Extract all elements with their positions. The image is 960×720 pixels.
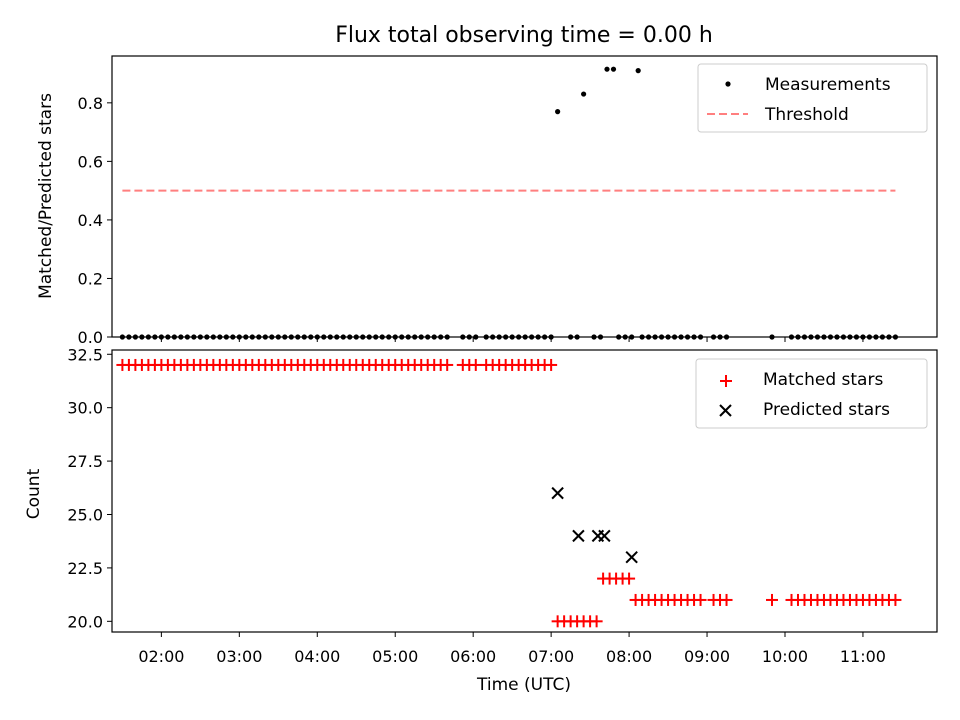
count-x-tick-label: 09:00	[684, 647, 730, 666]
count-panel: 20.0 22.5 25.0 27.5 30.0 32.5 02:00 03:00 04:00…	[24, 345, 938, 695]
matched-stars-point	[720, 593, 733, 606]
ratio-legend-box	[697, 63, 928, 133]
count-y-tick-label: 22.5	[67, 559, 103, 578]
count-x-tick-label: 04:00	[294, 647, 340, 666]
chart-title: Flux total observing time = 0.00 h	[335, 23, 713, 48]
count-x-tick-label: 05:00	[372, 647, 418, 666]
predicted-legend-label: Predicted stars	[763, 400, 890, 420]
ratio-panel: 0.00.20.40.60.8 Matched/Predicted stars …	[36, 55, 938, 347]
count-y-tick-label: 20.0	[67, 612, 103, 631]
count-y-tick-label: 27.5	[67, 452, 103, 471]
count-y-tick-label: 25.0	[67, 506, 103, 525]
count-y-axis: 20.0 22.5 25.0 27.5 30.0 32.5	[67, 345, 112, 631]
matched-stars-point	[694, 593, 707, 606]
predicted-stars-point	[598, 529, 611, 543]
matched-stars-point	[590, 615, 603, 628]
matched-stars-point	[441, 358, 454, 371]
ratio-y-tick-label: 0.6	[78, 152, 103, 171]
count-y-tick-label: 30.0	[67, 399, 103, 418]
count-legend-box	[695, 358, 928, 429]
measurements-legend-label: Measurements	[765, 75, 891, 95]
count-marks	[116, 358, 902, 628]
count-x-tick-label: 02:00	[138, 647, 184, 666]
count-y-tick-label: 32.5	[67, 345, 103, 364]
measurements-point	[635, 68, 641, 74]
ratio-y-axis-label: Matched/Predicted stars	[36, 93, 56, 299]
measurements-point	[610, 66, 617, 72]
count-y-axis-label: Count	[24, 468, 44, 519]
matched-stars-point	[766, 593, 778, 606]
predicted-stars-point	[551, 486, 564, 500]
matched-stars-point	[623, 572, 636, 585]
count-legend: Matched stars Predicted stars	[695, 358, 928, 429]
ratio-y-tick-label: 0.8	[78, 94, 103, 113]
ratio-y-tick-label: 0.2	[78, 269, 103, 288]
count-x-tick-label: 10:00	[762, 647, 808, 666]
count-x-tick-label: 03:00	[216, 647, 262, 666]
time-x-axis-label: Time (UTC)	[476, 675, 571, 695]
count-plot-frame	[111, 349, 938, 633]
threshold-legend-label: Threshold	[764, 105, 849, 125]
measurements-point	[604, 66, 610, 72]
ratio-y-tick-label: 0.0	[78, 328, 103, 347]
measurements-legend-marker	[725, 81, 731, 87]
count-x-tick-label: 08:00	[606, 647, 652, 666]
matched-stars-point	[545, 358, 558, 371]
matched-legend-marker	[720, 375, 732, 387]
count-x-tick-label: 06:00	[450, 647, 496, 666]
matched-stars-point	[889, 593, 902, 606]
ratio-legend: Measurements Threshold	[697, 63, 928, 133]
ratio-y-tick-label: 0.4	[78, 211, 103, 230]
matched-legend-label: Matched stars	[763, 370, 883, 390]
count-x-axis: 02:00 03:00 04:00 05:00 06:00 07:00 08:00 09:00…	[138, 632, 886, 666]
count-x-tick-label: 07:00	[528, 647, 574, 666]
predicted-stars-point	[625, 551, 638, 564]
matched-stars-point	[469, 358, 482, 371]
predicted-legend-marker	[719, 404, 732, 417]
predicted-stars-point	[572, 529, 585, 543]
measurements-point	[581, 91, 587, 97]
ratio-y-axis: 0.0 0.2 0.4 0.6 0.8	[78, 94, 112, 347]
measurements-point	[555, 109, 561, 115]
count-x-tick-label: 11:00	[840, 647, 886, 666]
ratio-plot-frame	[111, 55, 938, 338]
